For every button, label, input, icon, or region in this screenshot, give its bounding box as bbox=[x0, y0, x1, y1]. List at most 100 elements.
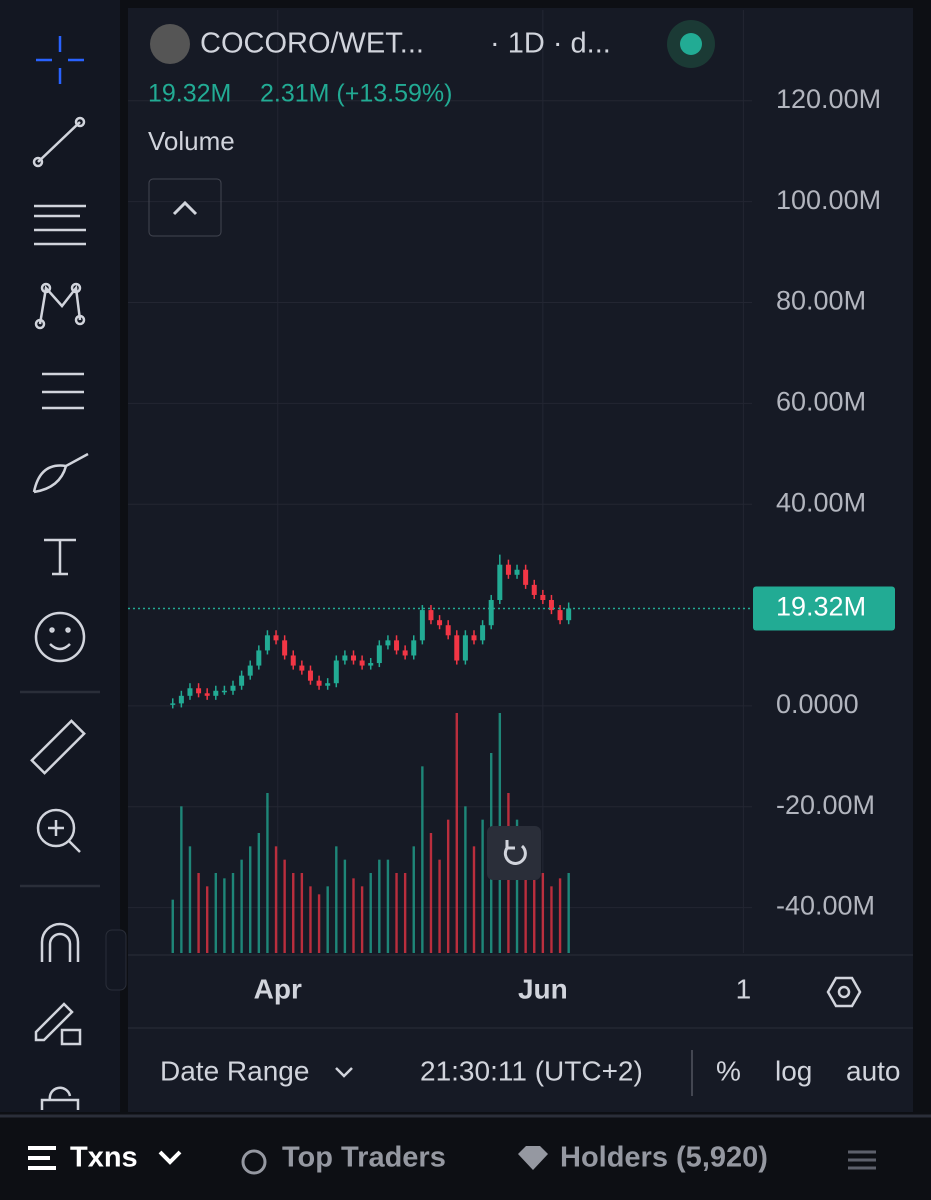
x-tick-label: 1 bbox=[736, 973, 752, 1004]
candle-body bbox=[368, 663, 374, 666]
volume-bar bbox=[403, 873, 407, 953]
y-tick-label: 40.00M bbox=[776, 487, 866, 517]
interval: · 1D · d... bbox=[490, 28, 611, 60]
volume-bar bbox=[343, 859, 347, 953]
candle-body bbox=[170, 703, 176, 705]
candle-body bbox=[299, 665, 305, 671]
auto-toggle[interactable]: auto bbox=[846, 1055, 901, 1086]
candle-body bbox=[239, 675, 245, 686]
candle-body bbox=[196, 688, 202, 694]
volume-bar bbox=[352, 878, 355, 953]
candle-body bbox=[316, 680, 322, 686]
candle-body bbox=[540, 594, 546, 601]
candle-body bbox=[359, 660, 365, 666]
volume-bar bbox=[378, 859, 381, 953]
volume-bar bbox=[481, 819, 484, 953]
volume-bar bbox=[180, 806, 183, 953]
candle-body bbox=[256, 650, 262, 666]
candle-body bbox=[523, 569, 529, 585]
volume-bar bbox=[421, 766, 424, 953]
volume-bar bbox=[257, 833, 261, 953]
collapse-button[interactable] bbox=[148, 178, 222, 237]
volume-bar bbox=[214, 873, 217, 953]
volume-bar bbox=[240, 859, 243, 953]
txns-chevron bbox=[158, 1150, 182, 1165]
date-range[interactable]: Date Range bbox=[160, 1055, 309, 1086]
candle-body bbox=[282, 640, 288, 656]
volume-bar bbox=[524, 846, 527, 953]
clock: 21:30:11 (UTC+2) bbox=[420, 1055, 643, 1086]
volume-bar bbox=[223, 878, 226, 953]
volume-bar bbox=[360, 886, 364, 953]
volume-bar bbox=[558, 878, 562, 953]
chevron-up bbox=[172, 200, 198, 216]
plot: Apr Jun 1 120.00M 100.00M 80.00M 60.00M 40.00M 0… bbox=[128, 10, 913, 1004]
volume-bar bbox=[231, 873, 235, 953]
y-tick-label: 100.00M bbox=[776, 185, 881, 215]
candle-body bbox=[454, 635, 460, 661]
candle-body bbox=[531, 584, 537, 595]
collapse-handle[interactable] bbox=[105, 929, 127, 991]
y-tick-label: 80.00M bbox=[776, 286, 866, 316]
volume-bar bbox=[266, 793, 269, 953]
candle-body bbox=[514, 569, 520, 575]
candle-body bbox=[342, 655, 348, 661]
indicator-name: Volume bbox=[148, 126, 235, 156]
y-tick-label: 0.0000 bbox=[776, 689, 859, 719]
pair-name: COCORO/WET... bbox=[200, 28, 424, 60]
volume-bar bbox=[274, 846, 278, 953]
volume-bar bbox=[205, 886, 209, 953]
volume-bar bbox=[188, 846, 192, 953]
volume-bar bbox=[317, 894, 321, 953]
candle-body bbox=[325, 683, 331, 686]
x-tick-label: Jun bbox=[518, 973, 568, 1004]
candle-body bbox=[394, 640, 400, 651]
volume-change: 2.31M (+13.59%) bbox=[260, 80, 452, 108]
volume-bar bbox=[438, 859, 441, 953]
volume-bar bbox=[300, 873, 304, 953]
txns-tab[interactable]: Txns bbox=[70, 1142, 138, 1174]
volume-bar bbox=[283, 859, 286, 953]
candle-body bbox=[445, 625, 451, 636]
candle-body bbox=[557, 610, 563, 621]
candle-body bbox=[566, 608, 572, 621]
chart-panel bbox=[128, 8, 913, 1112]
reset-icon bbox=[503, 840, 527, 865]
holders-tab[interactable]: Holders (5,920) bbox=[560, 1142, 768, 1174]
volume-bar bbox=[412, 846, 415, 953]
candle-body bbox=[221, 690, 227, 693]
volume-bar bbox=[464, 806, 467, 953]
candle-body bbox=[428, 610, 434, 621]
volume-bar bbox=[455, 713, 458, 953]
volume-bar bbox=[472, 846, 476, 953]
y-tick-label: 60.00M bbox=[776, 386, 866, 416]
volume-bar bbox=[309, 886, 312, 953]
volume-bar bbox=[541, 873, 545, 953]
candle-body bbox=[247, 665, 253, 676]
log-toggle[interactable]: log bbox=[775, 1055, 812, 1086]
candle-body bbox=[497, 564, 503, 601]
candle-body bbox=[376, 645, 382, 664]
candle-body bbox=[351, 655, 357, 661]
holders-icon bbox=[518, 1146, 548, 1170]
reset-button[interactable] bbox=[487, 826, 541, 880]
top-traders-tab[interactable]: Top Traders bbox=[282, 1142, 446, 1174]
candle-body bbox=[264, 635, 270, 651]
settings-icon[interactable] bbox=[826, 976, 862, 1008]
percent-toggle[interactable]: % bbox=[716, 1055, 741, 1086]
candle-body bbox=[437, 620, 443, 626]
volume-bar bbox=[292, 873, 295, 953]
candle-body bbox=[505, 564, 511, 575]
last-price-label: 19.32M bbox=[776, 592, 866, 622]
volume-bar bbox=[335, 846, 338, 953]
volume-bar bbox=[429, 833, 433, 953]
volume-bar bbox=[533, 859, 536, 953]
candle-body bbox=[230, 685, 236, 691]
candle-body bbox=[204, 693, 210, 696]
txns-icon bbox=[28, 1146, 56, 1170]
volume-bar bbox=[550, 886, 553, 953]
candle-body bbox=[402, 650, 408, 656]
candle-body bbox=[480, 625, 486, 641]
candle-body bbox=[385, 640, 391, 646]
candle-body bbox=[488, 600, 494, 626]
